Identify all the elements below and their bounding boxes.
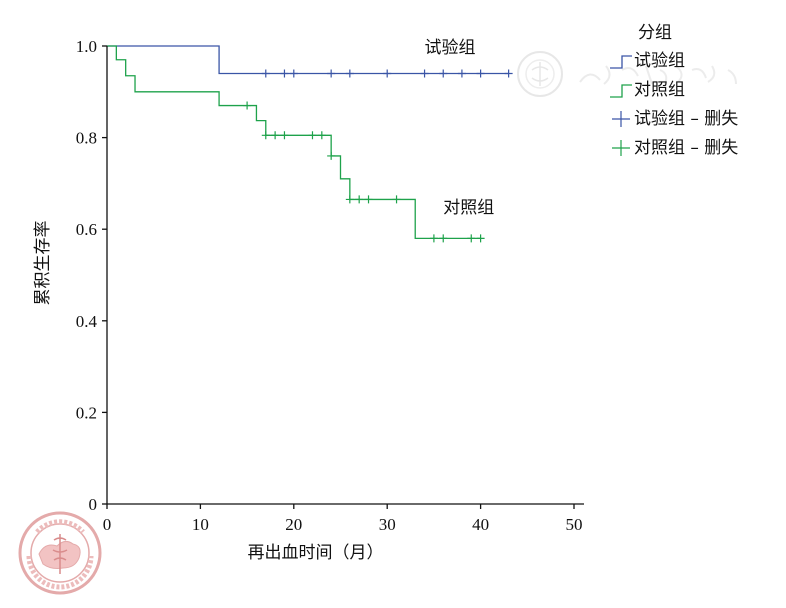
censor-mark-1-4 [308,131,317,140]
y-axis-title: 累积生存率 [33,221,53,306]
curve-label-0: 试验组 [425,38,476,58]
series-line-0 [107,45,509,75]
censor-mark-0-0 [261,69,270,78]
y-tick-label-4: 0.8 [76,129,97,148]
x-tick-label-4: 40 [472,515,489,534]
x-tick-label-2: 20 [285,515,302,534]
censor-mark-1-8 [355,195,364,204]
censor-mark-1-11 [429,234,438,243]
censor-mark-1-5 [317,131,326,140]
x-tick-label-3: 30 [379,515,396,534]
y-tick-label-5: 1.0 [76,37,97,56]
axes: 0 0.2 0.4 0.6 0.8 1.0 0 10 20 30 40 50 再出血时间（月） 累积生存率 [33,37,584,563]
censor-mark-0-8 [457,69,466,78]
censor-mark-0-3 [327,69,336,78]
series-line-1 [107,45,481,240]
censor-mark-0-4 [345,69,354,78]
censor-mark-1-3 [280,131,289,140]
association-seal-logo [18,511,102,595]
censor-mark-1-14 [476,234,485,243]
legend-label-1: 对照组 [634,80,685,100]
censor-mark-0-2 [289,69,298,78]
censor-mark-1-10 [392,195,401,204]
censor-mark-1-13 [467,234,476,243]
y-tick-label-1: 0.2 [76,403,97,422]
legend-swatch-1 [610,84,632,98]
censor-mark-1-12 [439,234,448,243]
y-tick-label-3: 0.6 [76,220,97,239]
legend-title: 分组 [638,23,672,43]
legend-label-0: 试验组 [634,51,685,71]
censor-mark-1-0 [243,101,252,110]
curve-label-1: 对照组 [443,198,494,218]
censor-mark-1-9 [364,195,373,204]
y-tick-label-0: 0 [89,495,98,514]
censor-mark-1-7 [345,195,354,204]
censor-mark-1-1 [261,131,270,140]
censor-mark-1-2 [271,131,280,140]
censor-mark-0-7 [439,69,448,78]
legend-label-2: 试验组 – 删失 [634,109,738,129]
y-tick-label-2: 0.4 [76,312,98,331]
watermark-seal [517,51,737,97]
censor-mark-0-9 [476,69,485,78]
legend-swatch-2 [612,111,630,127]
legend-swatch-0 [610,55,632,69]
censor-mark-0-6 [420,69,429,78]
x-tick-label-5: 50 [566,515,583,534]
censor-mark-0-1 [280,69,289,78]
legend-swatch-3 [612,140,630,156]
x-tick-label-1: 10 [192,515,209,534]
censor-mark-0-5 [383,69,392,78]
legend-label-3: 对照组 – 删失 [634,138,738,158]
censor-mark-0-10 [504,69,513,78]
x-axis-title: 再出血时间（月） [248,543,384,563]
x-tick-label-0: 0 [103,515,112,534]
censor-mark-1-6 [327,151,336,160]
